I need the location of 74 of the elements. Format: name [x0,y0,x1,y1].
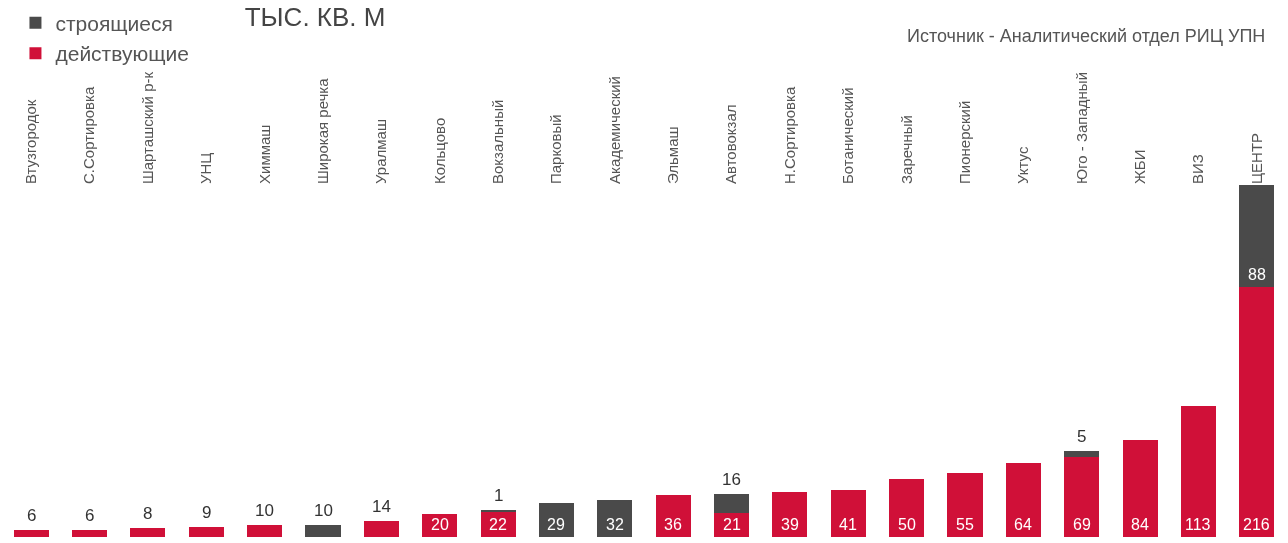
bar [1180,406,1216,537]
bar [655,495,691,537]
data-label: 21 [723,516,741,533]
data-label: 8 [143,504,153,523]
bar [72,530,108,537]
data-label: 6 [85,506,95,525]
data-label: 10 [314,501,333,520]
x-tick-label: Уктус [1014,146,1032,184]
data-label: 84 [1131,516,1149,533]
data-label: 32 [606,516,624,533]
bar [305,525,341,537]
bar [830,489,866,537]
x-tick-label: ЦЕНТР [1247,132,1265,184]
x-tick-label: Заречный [897,115,915,184]
data-label: 20 [431,516,449,533]
x-tick-label: УНЦ [197,152,215,184]
bar [363,520,399,537]
bar [1064,457,1100,537]
data-label: 16 [722,470,741,489]
bar [1005,462,1041,537]
x-tick-label: Пионерский [955,100,973,184]
data-label: 39 [781,516,799,533]
data-label: 10 [255,501,274,520]
data-label: 14 [372,497,391,516]
x-tick-label: Автовокзал [722,104,740,184]
x-tick-label: Кольцово [430,117,448,184]
data-label: 69 [1073,516,1091,533]
data-label: 55 [956,516,974,533]
data-label: 216 [1243,516,1270,533]
bar [13,530,49,537]
data-label: 41 [839,516,857,533]
legend-label: строящиеся [55,12,173,36]
data-label: 64 [1014,516,1032,533]
x-tick-label: Вокзальный [488,99,506,184]
bar [772,491,808,537]
data-label: 1 [494,486,504,505]
x-tick-label: Юго - Западный [1072,71,1090,184]
data-label: 22 [489,516,507,533]
text: Источник - Аналитический отдел РИЦ УПН [907,26,1266,46]
x-tick-label: Втузгородок [22,99,40,184]
bar [1239,286,1275,537]
bar [188,526,224,537]
bar [538,503,574,537]
chart-title: ТЫС. КВ. М [244,2,386,33]
bar [597,499,633,537]
x-tick-label: Ботанический [839,87,857,184]
data-label: 36 [664,516,682,533]
x-tick-label: Эльмаш [664,126,682,184]
x-tick-label: Уралмаш [372,119,390,184]
data-label: 9 [202,503,212,522]
bar [1064,451,1100,458]
x-tick-label: ВИЗ [1189,154,1207,184]
bar [1239,185,1275,287]
x-tick-label: С.Сортировка [80,86,98,184]
data-label: 113 [1185,516,1211,533]
legend-label: действующие [55,42,189,66]
bar [247,525,283,537]
data-label: 50 [898,516,916,533]
x-tick-label: Широкая речка [313,77,331,184]
bar [889,479,925,537]
data-label: 5 [1077,427,1087,446]
data-label: 6 [27,506,37,525]
bar [714,494,750,513]
x-tick-label: Академический [605,75,623,184]
data-label: 88 [1248,266,1266,283]
x-tick-label: Н.Сортировка [780,86,798,184]
x-tick-label: ЖБИ [1130,149,1148,184]
bar [1122,439,1158,537]
x-tick-label: Парковый [547,114,565,184]
data-label: 29 [547,516,565,533]
bar [130,527,166,537]
bar [947,473,983,537]
x-tick-label: Химмаш [255,124,273,184]
x-tick-label: Шарташский р-к [138,71,156,184]
